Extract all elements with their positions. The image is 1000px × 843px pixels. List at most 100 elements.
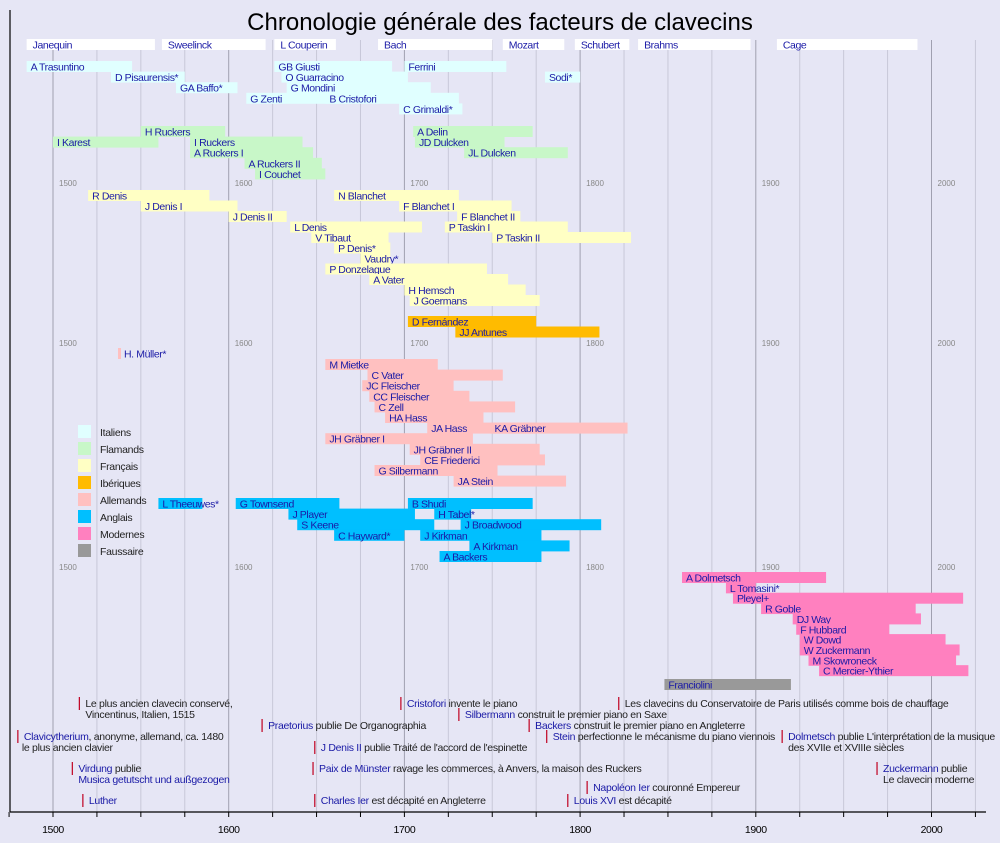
maker-label: A Dolmetsch xyxy=(686,573,741,585)
event-link[interactable]: Silbermann xyxy=(465,709,516,721)
maker-label: Pleyel+ xyxy=(737,593,769,605)
maker-label: J Denis I xyxy=(145,201,182,213)
mid-year-label: 1800 xyxy=(586,339,604,348)
maker-m-mietke: M Mietke xyxy=(325,359,438,372)
event-dolmetsch: Dolmetsch publie L'interprétation de la … xyxy=(781,730,996,754)
maker-label: GA Baffo* xyxy=(180,83,223,95)
event-link[interactable]: Luther xyxy=(89,795,118,807)
event-link[interactable]: Backers xyxy=(535,720,571,732)
maker-bar xyxy=(792,613,921,625)
maker-bar xyxy=(420,529,542,541)
maker-label: KA Gräbner xyxy=(494,423,546,435)
maker-bar xyxy=(407,498,533,509)
maker-jj-antunes: JJ Antunes xyxy=(455,326,600,339)
maker-bar xyxy=(407,316,537,327)
maker-bar xyxy=(399,103,463,115)
event-backers: Backers construit le premier piano en An… xyxy=(528,719,746,732)
mid-year-label: 1600 xyxy=(235,179,253,188)
maker-bar xyxy=(404,284,526,296)
era-bar xyxy=(161,39,266,50)
maker-label: JH Gräbner II xyxy=(414,444,472,456)
event-text: Dolmetsch publie L'interprétation de la … xyxy=(788,731,995,743)
maker-label: H Ruckers xyxy=(145,127,191,139)
maker-ha-hass: HA Hass xyxy=(385,412,484,425)
event-text: Charles Ier est décapité en Angleterre xyxy=(321,795,486,807)
event-link[interactable]: Virdung xyxy=(78,763,113,775)
maker-label: W Zuckermann xyxy=(804,645,871,657)
event-link[interactable]: Louis XVI xyxy=(574,795,617,807)
event-link[interactable]: Clavicytherium xyxy=(24,731,90,743)
maker-bar xyxy=(369,274,509,285)
event-link[interactable]: Charles Ier xyxy=(321,795,370,807)
era-label: Cage xyxy=(783,40,807,52)
mid-year-label: 1800 xyxy=(586,563,604,572)
maker-bar xyxy=(420,454,545,466)
maker-label: L Tomasini* xyxy=(730,583,780,595)
maker-label: A Trasuntino xyxy=(31,62,85,74)
event-text-line2: des XVIIe et XVIIIe siècles xyxy=(788,742,904,754)
legend-swatch xyxy=(78,425,91,438)
maker-c-hayward: C Hayward* xyxy=(334,529,405,542)
era-bar xyxy=(26,39,155,50)
maker-p-denis: P Denis* xyxy=(334,242,391,255)
maker-label: C Grimaldi* xyxy=(403,104,453,116)
event-description: Les clavecins du Conservatoire de Paris … xyxy=(625,698,949,710)
maker-label: R Goble xyxy=(765,604,801,616)
maker-p-donzelague: P Donzelague xyxy=(325,263,487,276)
maker-bar xyxy=(246,92,347,104)
era-label: Janequin xyxy=(33,40,73,52)
event-cristofori: Cristofori invente le piano xyxy=(400,697,518,710)
maker-label: Ferrini xyxy=(408,62,435,74)
maker-l-tomasini: L Tomasini* xyxy=(725,582,780,595)
event-link[interactable]: Cristofori xyxy=(407,698,446,710)
x-axis: 1500 1600 1700 1800 1900 2000 xyxy=(8,10,986,836)
maker-bar xyxy=(490,422,628,434)
axis-tick-label-1700: 1700 xyxy=(394,824,416,836)
event-link[interactable]: Zuckermann xyxy=(883,763,939,775)
mid-year-label: 1500 xyxy=(59,179,77,188)
era-mozart: Mozart xyxy=(502,39,565,52)
event-link[interactable]: Stein xyxy=(553,731,576,743)
maker-bar xyxy=(334,242,391,254)
maker-bar xyxy=(274,61,393,72)
event-link-line2[interactable]: Musica getutscht und außgezogen xyxy=(78,774,230,786)
maker-bar xyxy=(761,603,916,615)
maker-label: GB Giusti xyxy=(278,62,319,74)
event-link[interactable]: Paix de Münster xyxy=(319,763,391,775)
maker-label: A Vater xyxy=(373,275,405,287)
event-link[interactable]: Praetorius xyxy=(268,720,313,732)
event-link[interactable]: Dolmetsch xyxy=(788,731,836,743)
maker-g-townsend: G Townsend xyxy=(235,498,340,511)
maker-label: L Denis xyxy=(294,222,327,234)
event-text: Les clavecins du Conservatoire de Paris … xyxy=(625,698,949,710)
era-label: Bach xyxy=(384,40,407,52)
legend-item-anglais: Anglais xyxy=(78,510,133,524)
maker-label: J Broadwood xyxy=(465,520,522,532)
legend-item-iberiques: Ibériques xyxy=(78,476,141,490)
maker-vaudry: Vaudry* xyxy=(360,253,399,266)
maker-d-pisaurensis: D Pisaurensis* xyxy=(110,71,185,84)
maker-label: S Keene xyxy=(301,520,339,532)
event-description: invente le piano xyxy=(446,698,518,710)
maker-g-zenti: G Zenti xyxy=(246,92,347,105)
mid-year-label: 1500 xyxy=(59,563,77,572)
event-link[interactable]: J Denis II xyxy=(321,742,362,754)
maker-bars: A Trasuntino D Pisaurensis*GA Baffo* GB Gi… xyxy=(26,61,969,692)
maker-label: DJ Way xyxy=(797,614,832,626)
maker-label: A Delin xyxy=(417,127,448,139)
legend-label: Allemands xyxy=(100,495,146,507)
legend-swatch xyxy=(78,493,91,506)
event-description: publie Traité de l'accord de l'espinette xyxy=(362,742,528,754)
event-description: publie De Organographia xyxy=(313,720,427,732)
maker-bar xyxy=(457,211,521,222)
event-text: Virdung publie xyxy=(78,763,141,775)
legend-label: Flamands xyxy=(100,444,144,456)
maker-l-theeuwes: L Theeuwes* xyxy=(158,498,219,511)
event-link[interactable]: Napoléon Ier xyxy=(593,782,651,794)
maker-dj-way: DJ Way xyxy=(792,613,921,626)
maker-label: P Taskin I xyxy=(449,222,490,234)
maker-label: A Ruckers II xyxy=(249,158,301,170)
maker-bar xyxy=(444,221,568,233)
maker-label: F Blanchet I xyxy=(403,201,454,213)
mid-year-label: 1900 xyxy=(762,563,780,572)
